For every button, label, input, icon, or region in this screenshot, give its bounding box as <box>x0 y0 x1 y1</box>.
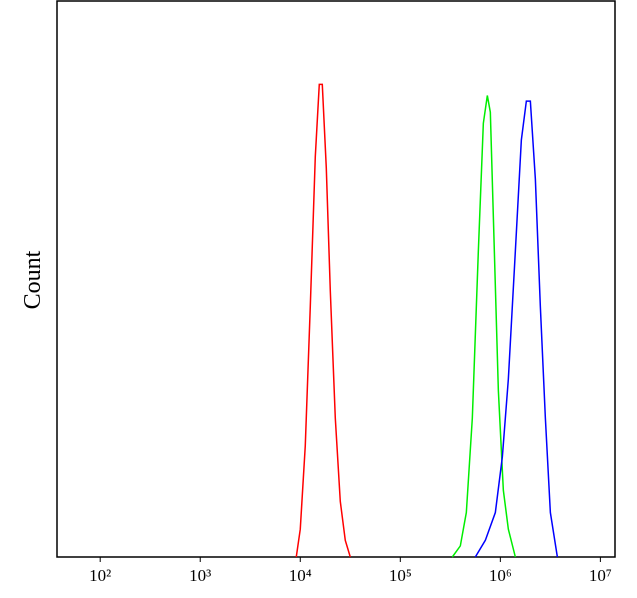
x-tick-label: 10⁵ <box>389 566 412 585</box>
x-tick-label: 10⁴ <box>289 566 312 585</box>
x-tick-label: 10⁷ <box>589 566 612 585</box>
y-axis-label: Count <box>20 250 46 309</box>
x-tick-label: 10² <box>89 566 111 585</box>
x-tick-label: 10³ <box>189 566 211 585</box>
x-tick-label: 10⁶ <box>489 566 512 585</box>
histogram-line <box>451 95 517 558</box>
plot-frame <box>56 0 616 558</box>
histogram-line <box>474 100 559 558</box>
histogram-line <box>295 83 352 558</box>
